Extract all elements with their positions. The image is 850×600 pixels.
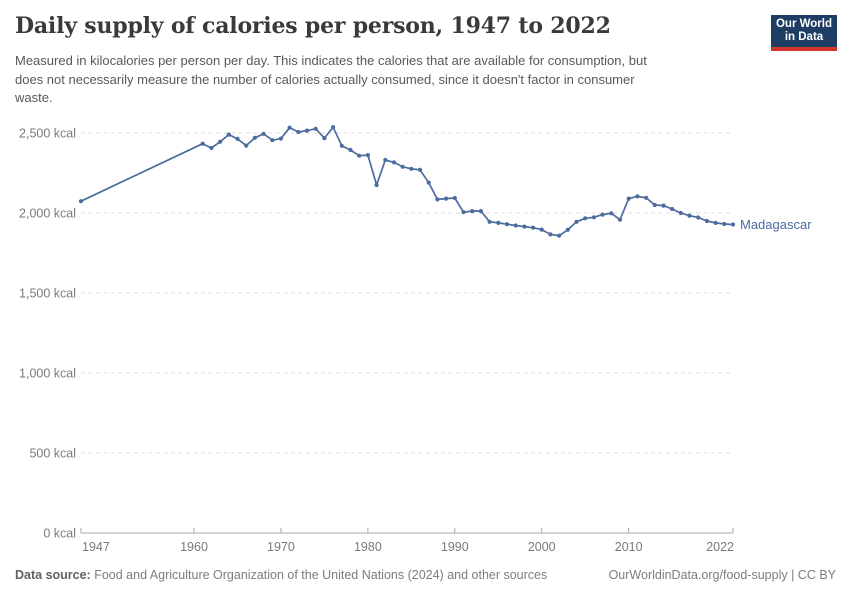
data-point-marker[interactable] <box>574 219 579 224</box>
y-tick-label: 1,000 kcal <box>19 367 76 381</box>
data-point-marker[interactable] <box>365 153 370 158</box>
data-point-marker[interactable] <box>339 143 344 148</box>
data-point-marker[interactable] <box>522 224 527 229</box>
subtitle-line: Measured in kilocalories per person per … <box>15 53 647 68</box>
data-point-marker[interactable] <box>374 182 379 188</box>
data-point-marker[interactable] <box>78 199 84 204</box>
data-point-marker[interactable] <box>400 164 405 169</box>
x-tick-label: 1980 <box>354 540 382 554</box>
data-point-marker[interactable] <box>600 212 605 217</box>
data-point-marker[interactable] <box>635 194 640 199</box>
y-tick-label: 0 kcal <box>43 527 76 541</box>
data-point-marker[interactable] <box>513 223 518 228</box>
data-point-marker[interactable] <box>452 195 457 201</box>
data-point-marker[interactable] <box>235 136 240 141</box>
x-tick-label: 1990 <box>441 540 469 554</box>
data-point-marker[interactable] <box>244 143 249 148</box>
data-point-marker[interactable] <box>496 220 501 225</box>
data-point-marker[interactable] <box>252 135 257 140</box>
data-point-marker[interactable] <box>730 222 736 227</box>
data-point-marker[interactable] <box>722 221 727 227</box>
data-point-marker[interactable] <box>704 218 710 224</box>
data-point-marker[interactable] <box>617 217 623 222</box>
data-point-marker[interactable] <box>200 141 205 146</box>
data-point-marker[interactable] <box>313 126 318 131</box>
data-point-marker[interactable] <box>687 213 692 218</box>
data-point-marker[interactable] <box>296 129 301 135</box>
owid-logo-text-line2: in Data <box>784 31 824 43</box>
data-point-marker[interactable] <box>322 136 327 141</box>
owid-logo-text-line1: Our World <box>775 18 832 30</box>
page-title: Daily supply of calories per person, 194… <box>15 13 611 39</box>
data-point-marker[interactable] <box>565 227 570 232</box>
data-point-marker[interactable] <box>713 220 718 225</box>
data-point-marker[interactable] <box>696 215 701 220</box>
x-tick-label: 2010 <box>615 540 643 554</box>
data-point-marker[interactable] <box>287 125 292 130</box>
owid-logo[interactable]: Our World in Data <box>771 15 837 51</box>
data-point-marker[interactable] <box>426 180 431 185</box>
data-point-marker[interactable] <box>383 157 388 163</box>
data-point-marker[interactable] <box>470 209 475 214</box>
data-point-marker[interactable] <box>435 197 440 202</box>
data-point-marker[interactable] <box>357 153 362 158</box>
owid-citation-link[interactable]: OurWorldinData.org/food-supply | CC BY <box>608 568 836 582</box>
data-point-marker[interactable] <box>331 125 336 130</box>
y-tick-label: 2,500 kcal <box>19 127 76 141</box>
x-tick-label: 1970 <box>267 540 295 554</box>
data-point-marker[interactable] <box>409 166 414 171</box>
data-point-marker[interactable] <box>548 232 553 237</box>
y-tick-label: 500 kcal <box>29 447 76 461</box>
data-point-marker[interactable] <box>304 128 310 133</box>
data-point-marker[interactable] <box>278 136 283 141</box>
series-end-label[interactable]: Madagascar <box>740 217 812 232</box>
data-point-marker[interactable] <box>461 210 466 215</box>
y-tick-label: 1,500 kcal <box>19 287 76 301</box>
data-point-marker[interactable] <box>609 211 614 216</box>
subtitle-line: does not necessarily measure the number … <box>15 71 635 87</box>
data-point-marker[interactable] <box>417 167 423 172</box>
chart-subtitle: Measured in kilocalories per person per … <box>15 52 760 108</box>
data-point-marker[interactable] <box>218 139 223 144</box>
data-point-marker[interactable] <box>626 196 631 201</box>
data-source-text: Food and Agriculture Organization of the… <box>90 568 548 582</box>
data-point-marker[interactable] <box>391 160 397 165</box>
data-source-note: Data source: Food and Agriculture Organi… <box>15 568 547 582</box>
data-point-marker[interactable] <box>348 147 353 153</box>
data-point-marker[interactable] <box>652 202 657 208</box>
data-point-marker[interactable] <box>478 209 483 214</box>
data-point-marker[interactable] <box>583 216 588 221</box>
data-point-marker[interactable] <box>539 227 544 232</box>
data-point-marker[interactable] <box>226 132 231 137</box>
data-point-marker[interactable] <box>487 219 492 224</box>
subtitle-line: waste. <box>15 90 53 105</box>
chart-footer: Data source: Food and Agriculture Organi… <box>15 568 836 582</box>
data-point-marker[interactable] <box>261 131 266 136</box>
data-point-marker[interactable] <box>531 225 536 230</box>
x-tick-label: 2022 <box>706 540 734 554</box>
x-tick-label: 1947 <box>82 540 110 554</box>
data-point-marker[interactable] <box>270 138 275 143</box>
y-tick-label: 2,000 kcal <box>19 207 76 221</box>
data-point-marker[interactable] <box>504 222 510 227</box>
data-point-marker[interactable] <box>661 203 666 208</box>
data-source-label: Data source: <box>15 568 91 582</box>
data-point-marker[interactable] <box>444 196 449 201</box>
x-tick-label: 1960 <box>180 540 208 554</box>
data-point-marker[interactable] <box>209 145 214 151</box>
data-series-line[interactable] <box>80 126 734 237</box>
x-tick-label: 2000 <box>528 540 556 554</box>
data-point-marker[interactable] <box>557 233 562 238</box>
data-point-marker[interactable] <box>678 210 683 216</box>
data-point-marker[interactable] <box>670 206 675 212</box>
data-point-marker[interactable] <box>644 195 649 200</box>
data-point-marker[interactable] <box>591 215 597 220</box>
